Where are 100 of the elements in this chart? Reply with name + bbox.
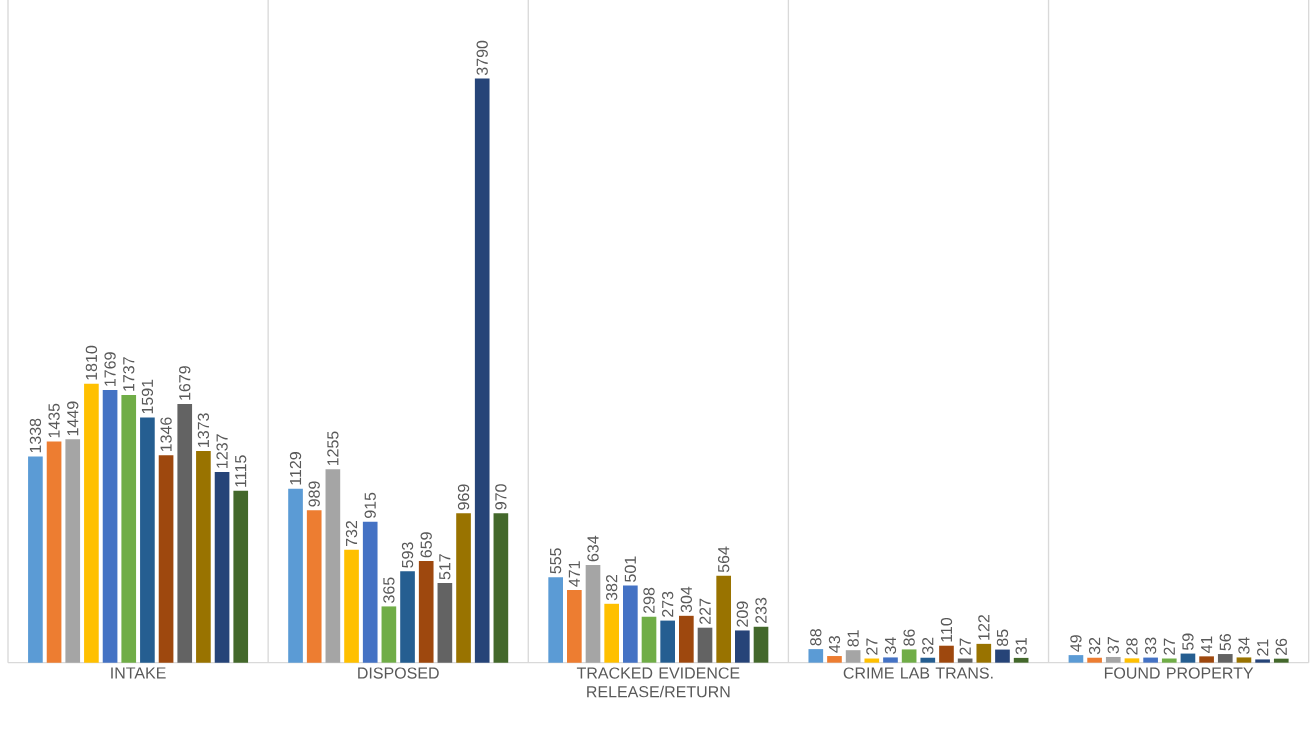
data-label: 37 [1107,637,1119,654]
data-label: 49 [1070,635,1082,652]
bar [995,649,1010,663]
data-label: 1129 [289,452,302,485]
bar [177,403,193,663]
bar [883,657,898,663]
bar [735,630,750,663]
data-label: 1115 [235,455,247,487]
data-label: 634 [587,535,599,562]
data-label: 517 [439,554,451,580]
data-label: 1591 [141,379,154,414]
data-label: 1346 [160,417,172,452]
bar [939,645,954,663]
x-tick-label: CRIME LAB TRANS. [843,667,993,679]
data-label: 1373 [197,413,210,447]
data-label: 122 [978,615,990,640]
data-label: 564 [718,546,730,573]
data-label: 471 [568,561,580,587]
data-label: 970 [495,484,507,510]
bar [623,585,638,663]
bar [102,390,118,663]
data-label: 593 [401,542,414,568]
bar [1217,654,1233,663]
bar [585,564,601,663]
bar [233,490,249,663]
bar [697,627,713,663]
data-label: 34 [1238,637,1250,654]
data-label: 969 [457,484,470,510]
bar [1013,657,1029,663]
bar [1124,658,1140,663]
data-label: 1255 [327,431,339,466]
data-label: 81 [847,630,859,647]
bar [362,521,378,663]
bar [456,513,471,663]
data-label: 1679 [179,366,191,400]
data-label: 27 [959,638,971,655]
x-tick-label: TRACKED EVIDENCE RELEASE/RETURN [576,667,740,698]
bar [864,658,880,663]
data-label: 28 [1126,638,1138,655]
bar [641,616,657,663]
bar [381,606,397,663]
bar [901,649,917,663]
data-label: 1810 [85,345,98,380]
bar [1255,659,1270,663]
data-label: 298 [643,587,655,614]
data-label: 43 [828,636,841,653]
data-label: 501 [624,556,636,582]
data-label: 59 [1182,633,1194,650]
data-label: 732 [345,521,358,547]
bar [567,590,582,663]
x-tick-label: DISPOSED [358,667,439,679]
data-label: 26 [1275,638,1287,655]
bar [28,456,43,663]
bar [288,488,303,663]
bar [325,469,341,663]
bar [418,561,434,663]
bar [753,626,769,663]
data-label: 555 [550,548,562,574]
bar [121,394,137,663]
data-label: 21 [1257,639,1269,656]
bar [604,603,619,663]
bar [214,472,230,663]
bar [845,650,861,663]
data-label: 915 [364,492,376,518]
bar [46,441,62,663]
data-label: 304 [680,586,692,613]
data-label: 27 [866,638,878,655]
data-label: 1435 [48,403,60,438]
bar [548,577,563,663]
data-label: 1737 [123,357,135,391]
data-label: 227 [699,598,711,624]
bar [976,643,992,663]
x-tick-label: FOUND PROPERTY [1104,667,1254,679]
data-label: 1237 [216,434,228,468]
data-label: 382 [606,574,618,601]
data-label: 209 [736,601,748,627]
bar [140,417,155,663]
bar [957,658,973,663]
bar [158,455,174,663]
bar [437,582,453,663]
data-label: 86 [903,629,915,646]
data-label: 659 [420,532,432,558]
bar [493,513,509,663]
data-label: 34 [884,637,897,654]
data-label: 32 [1088,637,1101,655]
bar [474,78,490,663]
bar [1273,658,1289,663]
bar [344,549,359,663]
data-label: 85 [996,629,1009,646]
bar [1105,656,1121,663]
bar [1161,658,1177,663]
bar [1087,657,1102,663]
bar [1236,657,1252,663]
data-label: 273 [662,591,674,617]
x-tick-label: INTAKE [111,667,166,679]
data-label: 110 [940,617,953,642]
bar [827,656,842,663]
bar [306,510,322,663]
data-label: 365 [383,577,395,603]
data-label: 3790 [476,40,488,76]
